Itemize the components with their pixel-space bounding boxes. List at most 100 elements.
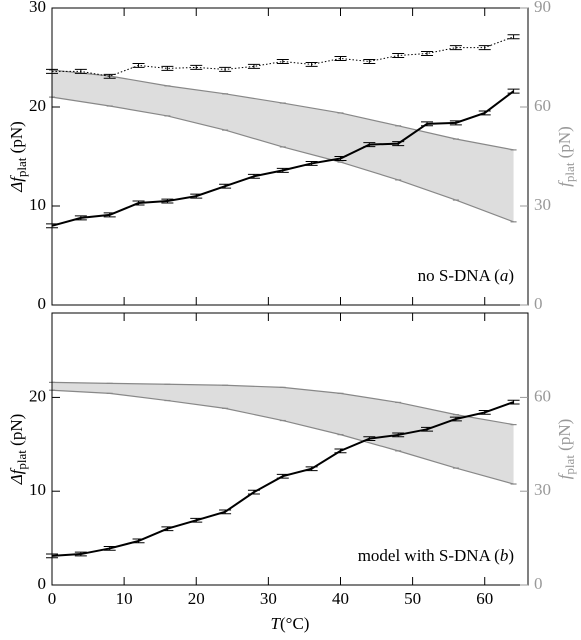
- error-bar: [103, 212, 116, 218]
- error-bar: [219, 66, 232, 72]
- error-bar: [132, 62, 145, 68]
- y-axis-label-unit: (pN): [7, 414, 26, 450]
- error-bar: [478, 45, 491, 51]
- annotation-part: model with S-DNA (: [358, 546, 500, 565]
- y-tick-label: 20: [29, 386, 46, 405]
- band-fill: [52, 70, 514, 222]
- error-bar: [305, 160, 318, 166]
- y2-axis-label: fplat (pN): [555, 419, 577, 480]
- plot-frame: [51, 7, 529, 306]
- x-tick-label: 50: [404, 589, 421, 608]
- error-bar: [421, 426, 434, 432]
- y2-axis-label: fplat (pN): [555, 126, 577, 187]
- error-bar: [161, 65, 174, 71]
- error-bar: [363, 436, 376, 442]
- error-bar: [507, 34, 520, 40]
- annotation-part: ): [508, 546, 514, 565]
- y2-tick-label: 0: [534, 574, 543, 593]
- y2-tick-label: 30: [534, 195, 551, 214]
- error-bar: [449, 416, 462, 422]
- y-axis-label-sub: plat: [14, 157, 29, 177]
- error-bar: [74, 551, 87, 557]
- y-tick-label: 20: [29, 96, 46, 115]
- y-tick-label: 0: [38, 574, 47, 593]
- y2-tick-label: 60: [534, 386, 551, 405]
- error-bar: [392, 141, 405, 147]
- error-bar: [219, 509, 232, 515]
- x-tick-label: 60: [476, 589, 493, 608]
- x-tick-label: 0: [48, 589, 57, 608]
- error-bar: [161, 526, 174, 532]
- error-bar: [132, 200, 145, 206]
- y2-axis-label-main: f: [555, 472, 574, 479]
- error-bar: [247, 489, 260, 495]
- error-bar: [507, 88, 520, 94]
- error-bar: [449, 45, 462, 51]
- x-axis-label-unit: (°C): [280, 614, 309, 633]
- x-tick-label: 40: [332, 589, 349, 608]
- error-bar: [334, 156, 347, 161]
- annotation-part: no S-DNA (: [418, 266, 501, 285]
- error-bar: [132, 538, 145, 544]
- y2-tick-label: 30: [534, 480, 551, 499]
- y2-tick-label: 60: [534, 96, 551, 115]
- error-bar: [334, 56, 347, 61]
- x-tick-label: 20: [188, 589, 205, 608]
- y-axis-label: Δfplat (pN): [7, 121, 29, 193]
- data-line: [52, 36, 514, 77]
- error-bar: [421, 51, 434, 57]
- y2-axis-label-unit: (pN): [555, 126, 574, 162]
- x-axis-label: T(°C): [271, 614, 310, 633]
- y2-tick-label: 0: [534, 294, 543, 313]
- error-bar: [247, 63, 260, 69]
- y-tick-label: 30: [29, 0, 46, 16]
- error-bar: [507, 399, 520, 405]
- y2-tick-label: 90: [534, 0, 551, 16]
- y-tick-label: 10: [29, 480, 46, 499]
- error-bar: [478, 410, 491, 415]
- error-bar: [276, 167, 289, 173]
- error-bar: [190, 64, 203, 70]
- error-bar: [103, 73, 116, 79]
- annotation-part: a: [500, 266, 509, 285]
- error-bar: [190, 193, 203, 199]
- error-bar: [363, 142, 376, 148]
- annotation: model with S-DNA (b): [358, 546, 514, 565]
- error-bar: [247, 173, 260, 179]
- y2-axis-label-sub: plat: [562, 162, 577, 182]
- error-bar: [74, 215, 87, 221]
- error-bar: [103, 546, 116, 551]
- y-tick-label: 10: [29, 195, 46, 214]
- y2-axis-label-unit: (pN): [555, 419, 574, 455]
- y2-axis-label-sub: plat: [562, 455, 577, 475]
- error-bar: [305, 466, 318, 472]
- y2-axis-label-main: f: [555, 180, 574, 187]
- band-fill: [52, 382, 514, 485]
- error-bar: [478, 110, 491, 116]
- y-axis-label: Δfplat (pN): [7, 414, 29, 486]
- error-bar: [449, 120, 462, 126]
- error-bar: [363, 58, 376, 64]
- error-bar: [276, 58, 289, 64]
- error-bar: [392, 432, 405, 438]
- x-tick-label: 10: [116, 589, 133, 608]
- error-bar: [190, 517, 203, 523]
- error-bar: [219, 183, 232, 189]
- error-bar: [161, 198, 174, 204]
- error-bar: [421, 121, 434, 127]
- error-bar: [305, 61, 318, 67]
- y-axis-label-unit: (pN): [7, 121, 26, 157]
- x-axis-label-var: T: [271, 614, 282, 633]
- error-bar: [334, 448, 347, 454]
- annotation-part: ): [508, 266, 514, 285]
- plot-frame: [51, 312, 529, 586]
- error-bar: [276, 473, 289, 479]
- error-bar: [74, 68, 87, 74]
- error-bar: [392, 53, 405, 58]
- annotation-part: b: [500, 546, 509, 565]
- y-tick-label: 0: [38, 294, 47, 313]
- annotation: no S-DNA (a): [418, 266, 514, 285]
- y-axis-label-sub: plat: [14, 450, 29, 470]
- x-tick-label: 30: [260, 589, 277, 608]
